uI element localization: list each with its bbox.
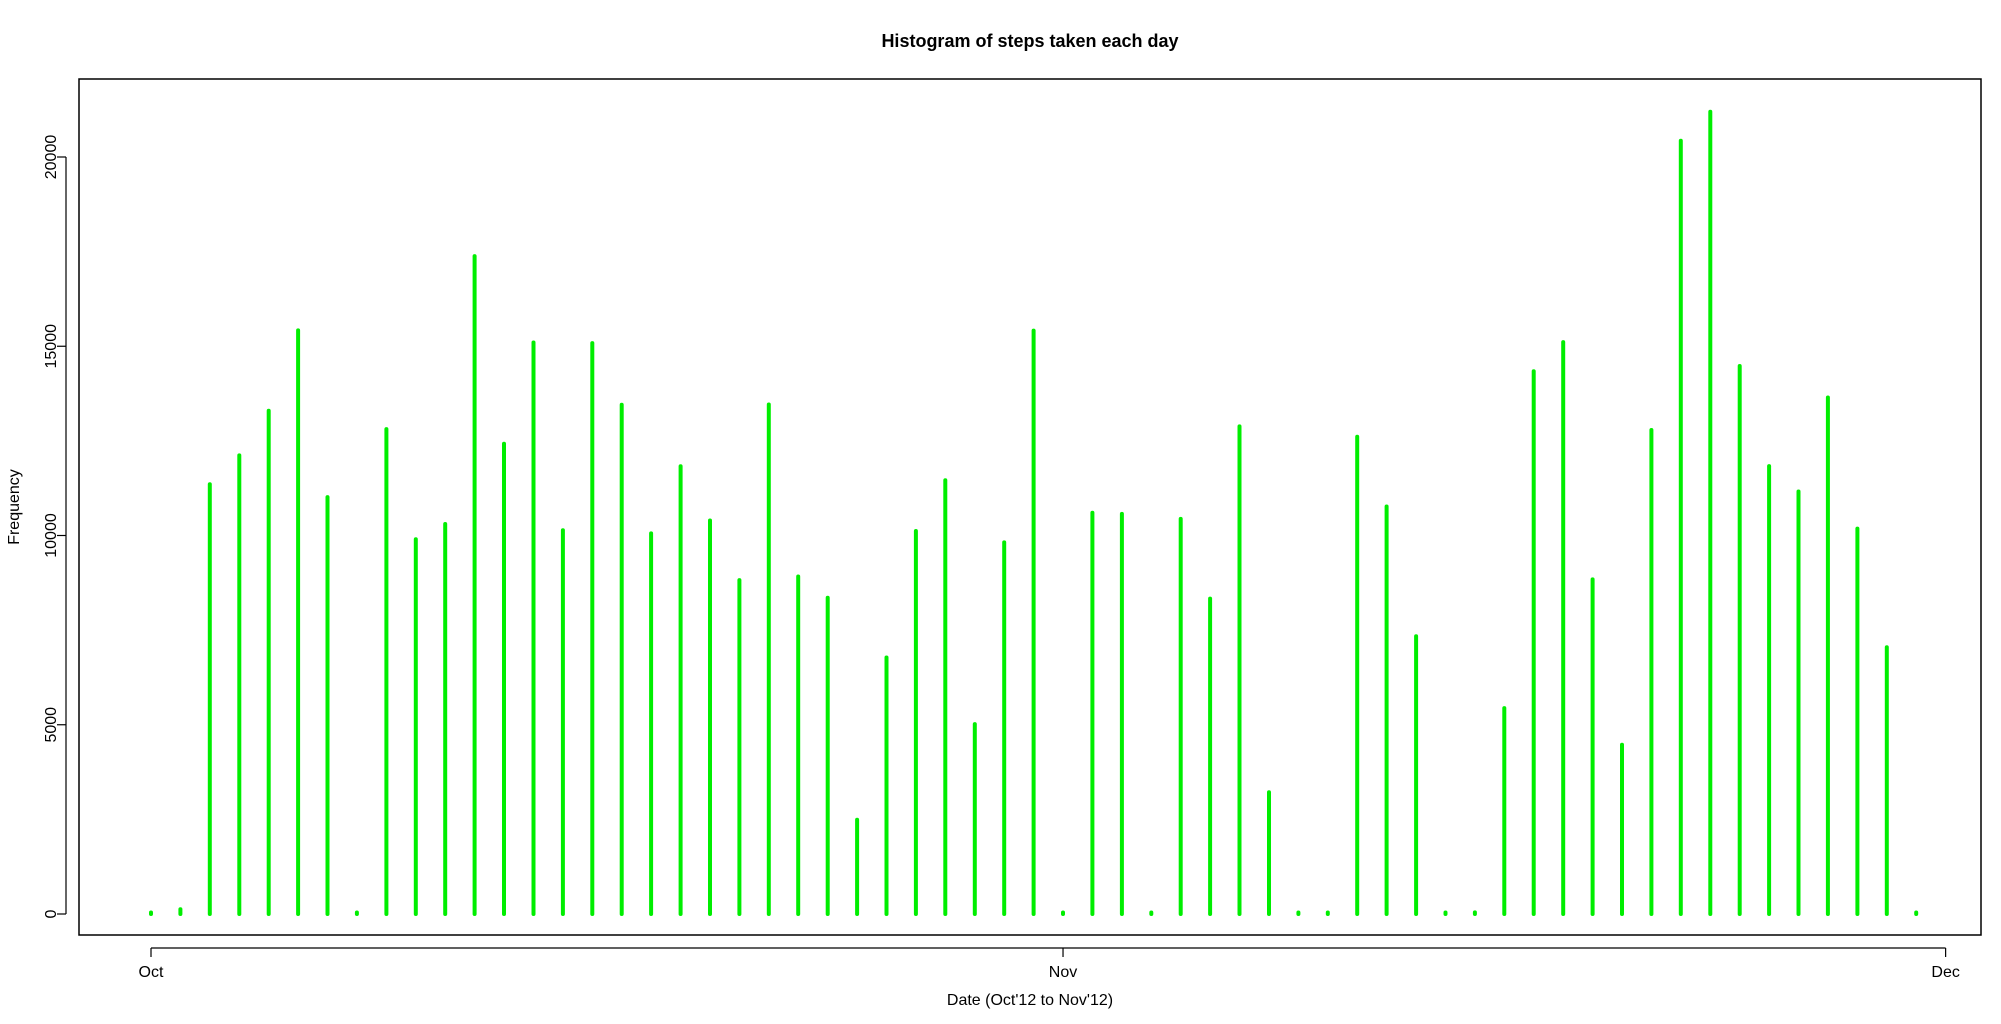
y-tick-label: 10000	[43, 513, 60, 558]
x-tick-label: Dec	[1931, 964, 1959, 981]
y-tick-label: 20000	[43, 135, 60, 180]
y-tick-label: 15000	[43, 324, 60, 369]
y-tick-label: 5000	[43, 707, 60, 743]
plot-frame	[78, 78, 1982, 936]
bars	[149, 109, 1919, 916]
x-axis: Oct Nov Dec	[139, 947, 1960, 981]
y-axis-label: Frequency	[6, 469, 23, 545]
chart-title: Histogram of steps taken each day	[881, 31, 1178, 51]
y-axis: 0 5000 10000 15000 20000	[43, 135, 67, 918]
x-tick-label: Nov	[1049, 964, 1077, 981]
y-tick-label: 0	[43, 909, 60, 918]
x-tick-label: Oct	[139, 964, 164, 981]
x-axis-label: Date (Oct'12 to Nov'12)	[947, 992, 1113, 1009]
